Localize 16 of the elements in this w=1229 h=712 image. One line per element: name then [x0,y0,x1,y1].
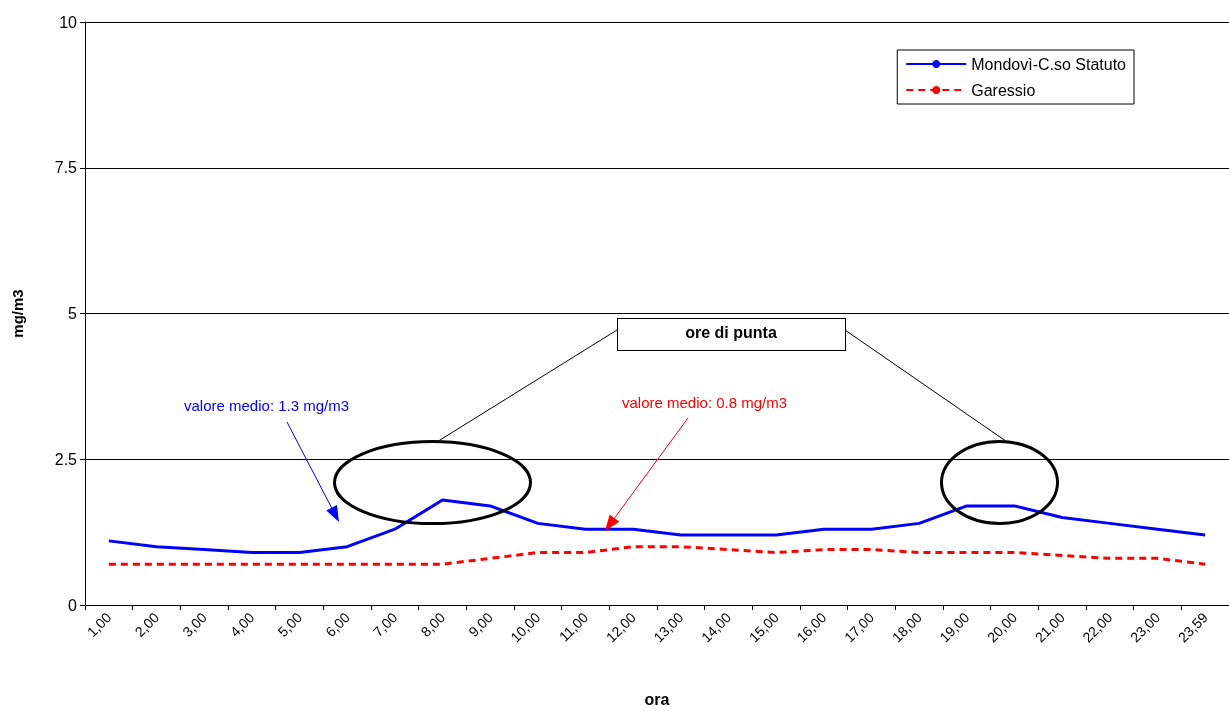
x-tick-label: 6,00 [322,609,353,640]
annotation: valore medio: 0.8 mg/m3 [622,394,788,411]
legend-label: Mondovì-C.so Statuto [971,55,1127,73]
x-tick-label: 4,00 [226,609,258,640]
y-tick-label: 0 [68,596,78,614]
y-tick-label: 2.5 [54,450,78,468]
y-tick-label: 10 [59,13,78,31]
line-series [107,545,1207,566]
y-axis-title: mg/m3 [9,289,26,338]
x-tick-label: 7,00 [369,609,401,640]
annotation: valore medio: 1.3 mg/m3 [184,397,350,414]
y-tick-label: 7.5 [54,159,78,177]
line-series [107,498,1207,555]
x-axis-title: ora [644,690,670,708]
y-tick-label: 5 [68,305,78,322]
legend-label: Garessio [971,81,1036,99]
